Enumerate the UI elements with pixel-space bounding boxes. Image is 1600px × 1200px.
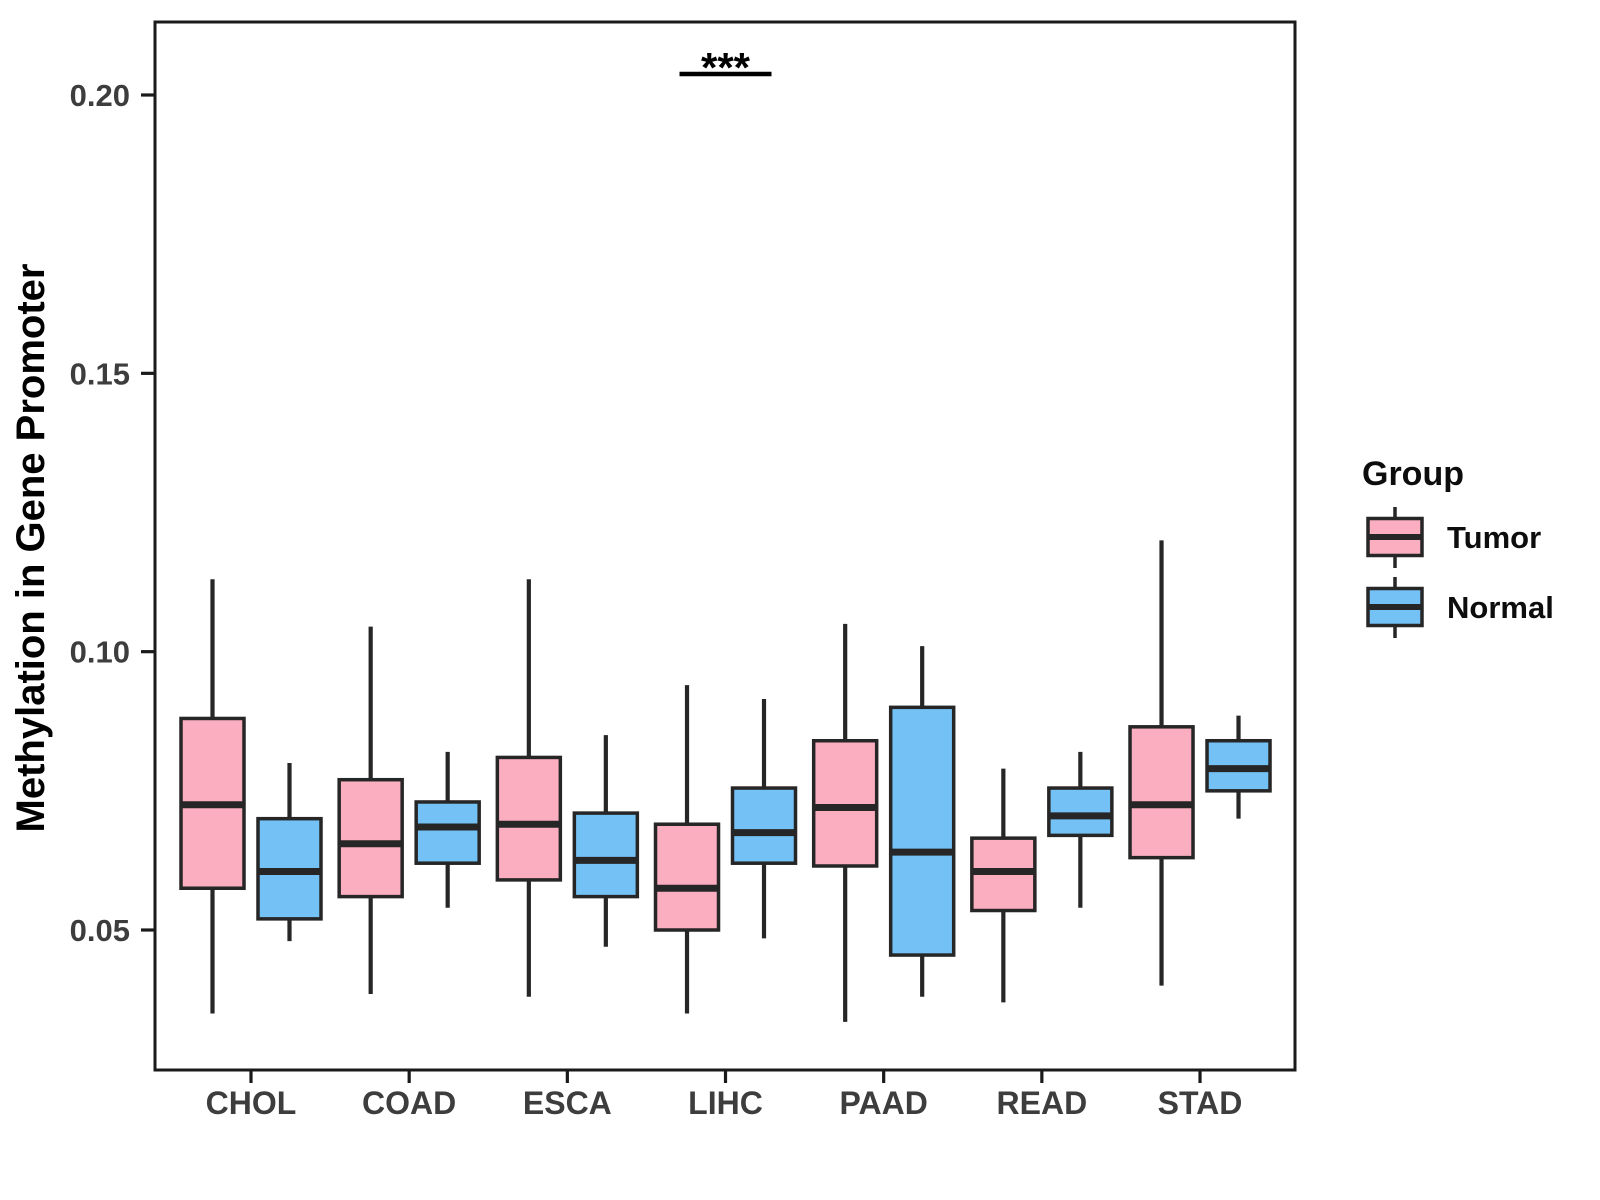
legend-label: Tumor [1447, 520, 1541, 555]
x-axis-category-label: ESCA [523, 1085, 612, 1121]
legend-item-normal: Normal [1366, 577, 1554, 638]
iqr-box [888, 705, 956, 957]
y-axis-tick-label: 0.05 [70, 913, 130, 948]
legend-item-tumor: Tumor [1366, 507, 1541, 568]
x-axis-category-label: PAAD [840, 1085, 928, 1121]
box-READ-Normal [1047, 751, 1114, 908]
box-STAD-Normal [1205, 715, 1272, 819]
legend-title: Group [1362, 455, 1464, 493]
y-axis-tick-label: 0.10 [70, 635, 130, 670]
box-LIHC-Normal [730, 698, 798, 939]
x-axis-category-label: LIHC [688, 1085, 763, 1121]
iqr-box [811, 738, 879, 868]
box-STAD-Tumor [1128, 540, 1195, 986]
x-axis-category-label: COAD [362, 1085, 456, 1121]
iqr-box [1047, 786, 1114, 838]
y-axis-title: Methylation in Gene Promoter [9, 264, 53, 833]
box-COAD-Normal [414, 751, 481, 908]
y-axis-tick-label: 0.20 [70, 78, 130, 113]
iqr-box [572, 811, 640, 899]
box-CHOL-Normal [256, 763, 323, 942]
plot-panel-border [153, 20, 1297, 1072]
iqr-box [414, 800, 481, 865]
x-axis-category-label: CHOL [206, 1085, 297, 1121]
box-PAAD-Normal [888, 646, 956, 997]
box-CHOL-Tumor [179, 579, 246, 1014]
x-axis-category-label: STAD [1158, 1085, 1243, 1121]
iqr-box [337, 777, 404, 899]
iqr-box [1128, 725, 1195, 860]
y-axis-tick-label: 0.15 [70, 356, 130, 391]
iqr-box [495, 755, 563, 882]
box-ESCA-Normal [572, 735, 640, 947]
box-PAAD-Tumor [811, 623, 879, 1022]
legend-label: Normal [1447, 590, 1554, 625]
iqr-box [653, 822, 721, 932]
significance-stars: *** [701, 44, 751, 91]
box-COAD-Tumor [337, 626, 404, 995]
box-ESCA-Tumor [495, 579, 563, 997]
x-axis-category-label: READ [997, 1085, 1088, 1121]
iqr-box [730, 786, 798, 865]
box-READ-Tumor [970, 768, 1037, 1003]
box-LIHC-Tumor [653, 685, 721, 1014]
